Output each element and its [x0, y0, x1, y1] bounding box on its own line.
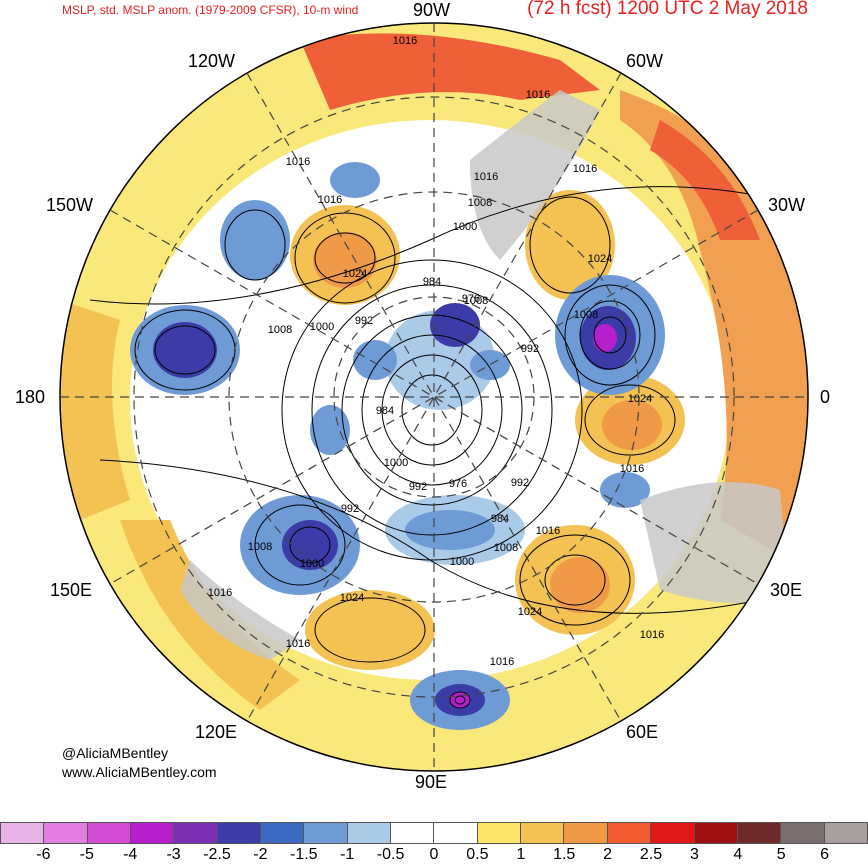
- isobar-label: 1024: [588, 253, 612, 265]
- colorbar-tick-label: -1.5: [290, 846, 318, 863]
- lon-label-60e: 60E: [626, 722, 659, 742]
- lon-label-90w: 90W: [413, 0, 451, 20]
- map-title: MSLP, std. MSLP anom. (1979-2009 CFSR), …: [62, 3, 359, 17]
- isobar-label: 1008: [494, 542, 518, 554]
- colorbar-box: [0, 822, 45, 844]
- colorbar-box: [346, 822, 392, 844]
- colorbar-tick-label: 0.5: [466, 846, 489, 863]
- lon-label-120e: 120E: [195, 722, 238, 742]
- anomaly-field: [60, 23, 808, 771]
- isobar-label: 1000: [300, 558, 324, 570]
- lon-label-90e: 90E: [415, 772, 448, 792]
- lon-label-30w: 30W: [768, 195, 806, 215]
- colorbar-tick-label: -2.5: [203, 846, 231, 863]
- colorbar-box: [433, 822, 478, 844]
- isobar-label: 984: [376, 405, 394, 417]
- credit-handle: @AliciaMBentley: [62, 745, 169, 761]
- isobar-label: 1008: [574, 309, 598, 321]
- isobar-label: 992: [521, 343, 539, 355]
- colorbar-tick-label: -1: [340, 846, 355, 863]
- lon-label-120w: 120W: [188, 51, 236, 71]
- colorbar-box: [693, 822, 738, 844]
- isobar-label: 976: [449, 478, 467, 490]
- colorbar-tick-label: 6: [820, 846, 830, 863]
- lon-label-30e: 30E: [770, 580, 803, 600]
- isobar-label: 1000: [453, 221, 477, 233]
- colorbar-box: [736, 822, 782, 844]
- isobar-label: 984: [423, 276, 441, 288]
- isobar-label: 1016: [318, 194, 342, 206]
- isobar-label: 1008: [248, 541, 272, 553]
- colorbar-ticks: -6 -5 -4 -3 -2.5 -2 -1.5 -1 -0.5 0 0.5 1 1.5 2 2.5 3 4 5 6: [0, 846, 868, 865]
- colorbar-tick-label: 4: [733, 846, 743, 863]
- colorbar-box: [86, 822, 132, 844]
- isobar-label: 1016: [536, 525, 560, 537]
- colorbar-tick-label: 1: [516, 846, 526, 863]
- isobar-label: 1024: [518, 606, 542, 618]
- isobar-label: 1016: [640, 629, 664, 641]
- colorbar-box: [173, 822, 218, 844]
- isobar-label: 1008: [464, 295, 488, 307]
- graticule: [60, 23, 808, 771]
- colorbar-box: [520, 822, 565, 844]
- colorbar-box: [563, 822, 608, 844]
- isobar-label: 1008: [468, 197, 492, 209]
- colorbar-tick-label: 2: [603, 846, 613, 863]
- lon-label-0: 0: [820, 387, 831, 407]
- colorbar-tick-label: 3: [689, 846, 699, 863]
- lon-label-180: 180: [15, 387, 46, 407]
- isobar-label: 984: [491, 513, 509, 525]
- colorbar-tick-label: 1.5: [553, 846, 576, 863]
- isobar-label: 1016: [573, 163, 597, 175]
- isobar-label: 992: [409, 481, 427, 493]
- credit-url: www.AliciaMBentley.com: [62, 764, 217, 780]
- lon-label-150w: 150W: [46, 195, 94, 215]
- lon-label-60w: 60W: [626, 51, 664, 71]
- colorbar-box: [303, 822, 348, 844]
- colorbar-box: [823, 822, 868, 844]
- colorbar-tick-label: 2.5: [639, 846, 663, 863]
- polar-stereographic-map: 1016 1016 1016 1016 1016 1008 1000 1024 984 976 99…: [59, 22, 809, 772]
- isobar-label: 1016: [620, 463, 644, 475]
- colorbar-tick-label: 5: [776, 846, 786, 863]
- colorbar-tick-label: -6: [36, 846, 51, 863]
- colorbar-box: [650, 822, 695, 844]
- isobar-label: 992: [511, 477, 529, 489]
- colorbar-box: [780, 822, 825, 844]
- colorbar-box: [216, 822, 262, 844]
- isobar-label: 1016: [393, 35, 417, 47]
- colorbar-tick-label: -5: [79, 846, 94, 863]
- isobar-label: 1008: [268, 324, 292, 336]
- isobar-label: 1000: [384, 457, 408, 469]
- isobar-label: 976: [462, 293, 480, 305]
- isobar-label: 1024: [340, 592, 364, 604]
- isobar-label: 992: [355, 315, 373, 327]
- colorbar-tick-label: 0: [429, 846, 439, 863]
- colorbar-box: [260, 822, 305, 844]
- colorbar-box: [43, 822, 88, 844]
- colorbar-box: [390, 822, 435, 844]
- isobar-label: 1016: [490, 656, 514, 668]
- colorbar-tick-label: -3: [166, 846, 181, 863]
- isobar-labels: 1016 1016 1016 1016 1016 1008 1000 1024 984 976 99…: [208, 35, 664, 668]
- isobar-label: 1024: [343, 268, 367, 280]
- isobar-label: 1016: [474, 171, 498, 183]
- isobar-label: 1016: [286, 638, 310, 650]
- colorbar-box: [476, 822, 522, 844]
- colorbar-tick-label: -0.5: [376, 846, 405, 863]
- colorbar-box: [130, 822, 175, 844]
- isobar-label: 1016: [286, 156, 310, 168]
- isobar-label: 1000: [450, 556, 474, 568]
- isobar-label: 1024: [628, 393, 652, 405]
- isobar-label: 1016: [526, 89, 550, 101]
- isobar-label: 992: [341, 503, 359, 515]
- isobar-label: 1000: [310, 321, 334, 333]
- colorbar-tick-label: -4: [123, 846, 138, 863]
- colorbar-tick-label: -2: [253, 846, 268, 863]
- isobar-label: 1016: [208, 587, 232, 599]
- forecast-valid-time: (72 h fcst) 1200 UTC 2 May 2018: [527, 0, 808, 19]
- colorbar-box: [606, 822, 652, 844]
- colorbar: [0, 822, 868, 844]
- lon-label-150e: 150E: [50, 580, 93, 600]
